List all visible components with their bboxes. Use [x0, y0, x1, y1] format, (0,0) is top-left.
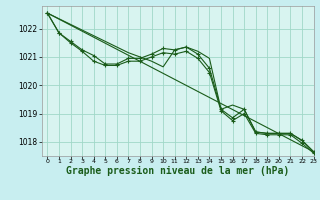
X-axis label: Graphe pression niveau de la mer (hPa): Graphe pression niveau de la mer (hPa): [66, 166, 289, 176]
